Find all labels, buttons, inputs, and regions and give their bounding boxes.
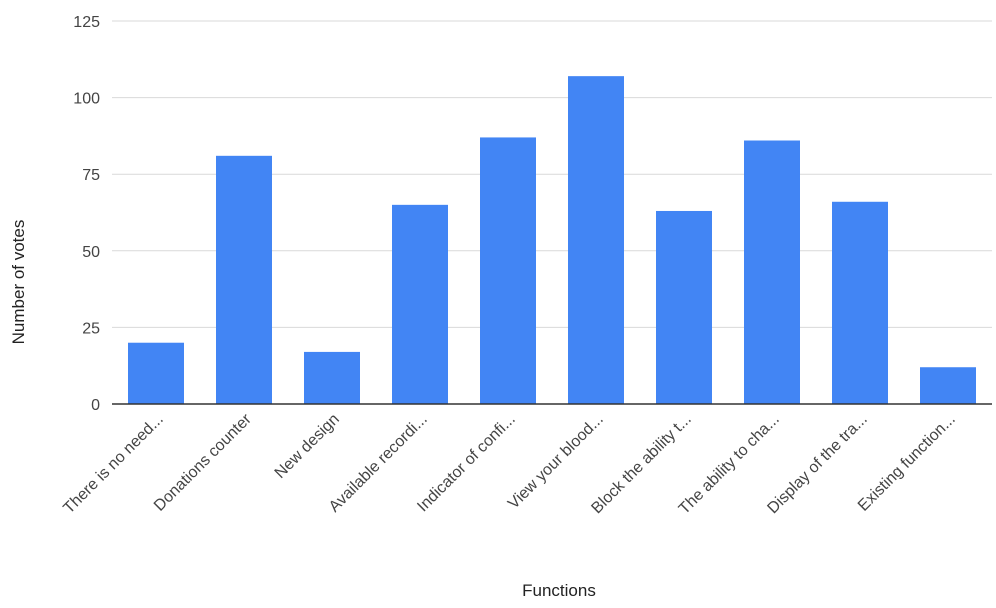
y-tick-label: 125 <box>73 14 100 31</box>
y-tick-label: 75 <box>82 167 100 184</box>
bar[interactable] <box>216 155 272 404</box>
bar[interactable] <box>480 137 536 404</box>
y-tick-label: 50 <box>82 244 100 261</box>
bar[interactable] <box>744 140 800 404</box>
y-tick-label: 0 <box>91 397 100 414</box>
x-tick-label: View your blood... <box>505 411 607 513</box>
x-tick-label: Display of the tra... <box>764 411 870 517</box>
bar[interactable] <box>832 201 888 404</box>
x-tick-label: Available recordi... <box>326 411 431 516</box>
bar[interactable] <box>920 367 976 404</box>
x-tick-labels: There is no need...Donations counter New … <box>60 410 958 517</box>
y-tick-labels: 0 25 50 75 100 125 <box>73 14 100 414</box>
x-tick-label: New design <box>272 411 343 482</box>
x-tick-label: Indicator of confi... <box>414 411 518 515</box>
bars <box>128 76 976 404</box>
bar[interactable] <box>128 342 184 404</box>
bar[interactable] <box>656 210 712 404</box>
x-tick-label: Existing function... <box>855 411 959 515</box>
y-tick-label: 25 <box>82 320 100 337</box>
x-tick-label: Donations counter <box>151 410 255 514</box>
bar[interactable] <box>392 204 448 404</box>
y-axis-title: Number of votes <box>9 220 28 345</box>
x-tick-label: There is no need... <box>60 411 166 517</box>
y-tick-label: 100 <box>73 91 100 108</box>
x-tick-label: Block the ability t... <box>588 411 694 517</box>
x-axis-title: Functions <box>522 581 596 600</box>
bar[interactable] <box>304 351 360 404</box>
bar[interactable] <box>568 76 624 404</box>
